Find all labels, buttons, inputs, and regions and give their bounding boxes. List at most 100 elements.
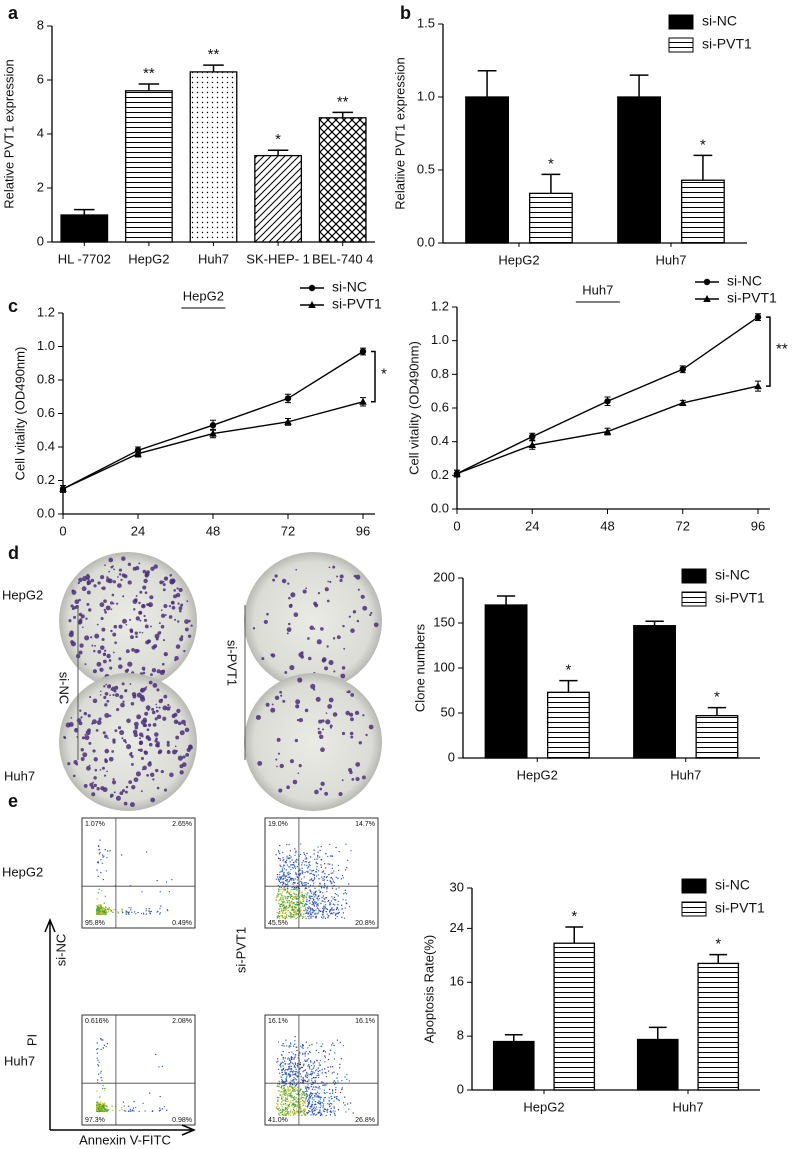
- event-dot: [296, 886, 298, 888]
- colony: [270, 707, 276, 713]
- colony: [102, 731, 106, 735]
- event-dot: [152, 1110, 154, 1112]
- colony: [129, 628, 134, 633]
- event-dot: [289, 1113, 291, 1115]
- event-dot: [290, 1043, 292, 1045]
- event-dot: [287, 876, 289, 879]
- bar: [553, 942, 596, 1091]
- event-dot: [301, 1111, 303, 1113]
- event-dot: [299, 1105, 301, 1107]
- colony: [102, 787, 108, 793]
- event-dot: [329, 855, 332, 857]
- event-dot: [326, 913, 328, 915]
- event-dot: [295, 1090, 297, 1092]
- colony: [112, 693, 115, 697]
- event-dot: [306, 1077, 308, 1079]
- event-dot: [282, 1109, 284, 1111]
- event-dot: [309, 864, 311, 867]
- event-dot: [313, 1061, 316, 1063]
- colony: [162, 705, 168, 711]
- colony: [119, 730, 125, 736]
- event-dot: [308, 864, 310, 866]
- colony: [116, 707, 120, 712]
- event-dot: [97, 862, 99, 864]
- event-dot: [302, 903, 304, 905]
- event-dot: [323, 876, 325, 878]
- event-dot: [335, 888, 337, 890]
- colony: [92, 749, 96, 753]
- event-dot: [325, 876, 328, 879]
- colony: [298, 764, 302, 768]
- event-dot: [301, 867, 303, 869]
- event-dot: [294, 1113, 296, 1115]
- axis-arrow: [50, 1124, 196, 1136]
- event-dot: [311, 1081, 313, 1083]
- event-dot: [307, 882, 309, 885]
- event-dot: [108, 1109, 110, 1111]
- event-dot: [98, 1106, 101, 1108]
- event-dot: [292, 916, 294, 918]
- event-dot: [296, 1070, 298, 1072]
- event-dot: [316, 1059, 318, 1061]
- colony: [150, 625, 152, 628]
- event-dot: [309, 915, 311, 917]
- event-dot: [331, 887, 334, 889]
- event-dot: [278, 857, 280, 859]
- event-dot: [318, 1111, 320, 1113]
- colony: [175, 749, 178, 753]
- event-dot: [101, 1108, 104, 1111]
- event-dot: [99, 1107, 101, 1109]
- event-dot: [300, 1076, 302, 1078]
- event-dot: [318, 889, 320, 891]
- x-tick-label: 72: [281, 523, 295, 538]
- event-dot: [128, 907, 130, 909]
- colony: [112, 602, 115, 605]
- colony: [135, 595, 138, 597]
- colony: [316, 639, 322, 645]
- colony: [97, 581, 101, 585]
- event-dot: [99, 909, 101, 911]
- event-dot: [320, 1105, 322, 1107]
- significance-label: *: [700, 136, 706, 153]
- y-tick-label: 0.0: [431, 500, 449, 515]
- event-dot: [292, 867, 294, 869]
- event-dot: [305, 1094, 307, 1096]
- event-dot: [300, 1110, 302, 1112]
- event-dot: [283, 868, 286, 870]
- event-dot: [302, 1080, 305, 1082]
- event-dot: [281, 1054, 283, 1056]
- colony: [162, 583, 166, 587]
- colony: [295, 704, 300, 709]
- event-dot: [321, 1072, 323, 1074]
- event-dot: [288, 866, 290, 868]
- event-dot: [101, 1109, 103, 1111]
- event-dot: [292, 1074, 294, 1076]
- event-dot: [293, 1098, 295, 1100]
- colony: [126, 718, 131, 724]
- event-dot: [276, 876, 279, 878]
- event-dot: [281, 1091, 283, 1093]
- event-dot: [297, 1092, 299, 1094]
- significance-label: *: [714, 689, 720, 706]
- event-dot: [335, 876, 337, 878]
- event-dot: [128, 913, 130, 915]
- event-dot: [287, 909, 290, 912]
- colony: [146, 603, 150, 607]
- event-dot: [314, 1092, 316, 1094]
- colony: [86, 765, 91, 771]
- event-dot: [315, 902, 317, 905]
- event-dot: [319, 1111, 321, 1113]
- event-dot: [285, 906, 287, 909]
- colony: [88, 608, 92, 612]
- colony: [310, 683, 316, 689]
- event-dot: [331, 912, 333, 914]
- event-dot: [307, 1099, 309, 1102]
- event-dot: [159, 1107, 161, 1109]
- event-dot: [281, 1061, 284, 1063]
- event-dot: [294, 1098, 296, 1101]
- event-dot: [312, 1076, 315, 1079]
- event-dot: [284, 904, 286, 906]
- event-dot: [283, 1081, 285, 1083]
- event-dot: [336, 1039, 339, 1041]
- event-dot: [313, 1062, 315, 1064]
